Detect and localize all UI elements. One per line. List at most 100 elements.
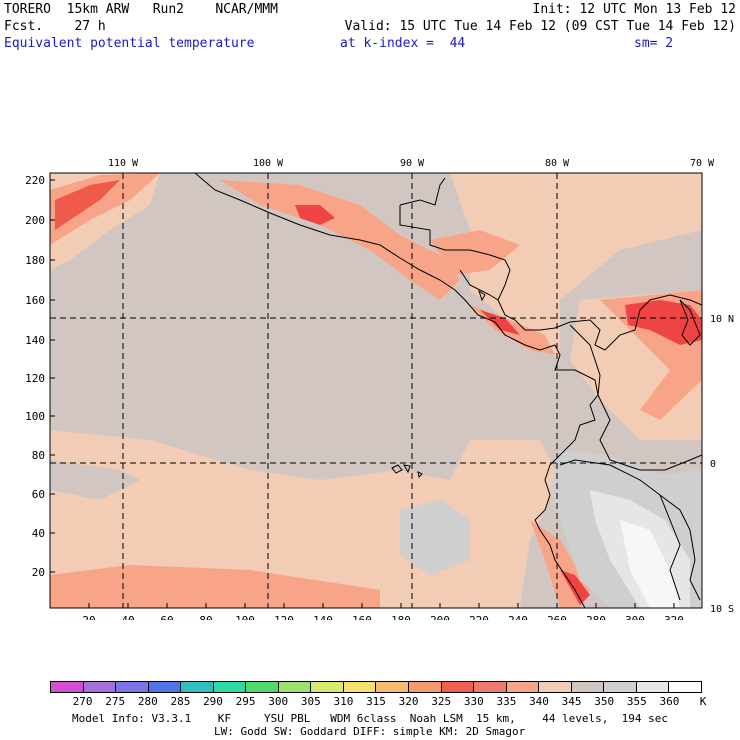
colorbar-label: 335 <box>496 695 517 708</box>
x-tick-label: 220 <box>469 614 489 620</box>
lat-label-10s: 10 S <box>710 604 734 615</box>
graticule <box>50 173 702 608</box>
lon-label-100w: 100 W <box>253 158 284 169</box>
colorbar-swatch <box>83 682 117 692</box>
lon-label-90w: 90 W <box>400 158 425 169</box>
y-tick-label: 140 <box>25 334 45 347</box>
x-tick-label: 300 <box>625 614 645 620</box>
y-tick-label: 220 <box>25 174 45 187</box>
colorbar-swatch <box>148 682 182 692</box>
field-andes-white <box>620 520 680 608</box>
colorbar-label: 340 <box>529 695 549 708</box>
colorbar-swatch <box>311 682 344 692</box>
colorbar-swatch <box>636 682 670 692</box>
y-tick-label: 80 <box>32 449 45 462</box>
x-tick-label: 240 <box>508 614 528 620</box>
field-nw-red <box>55 180 120 230</box>
x-tick-label: 280 <box>586 614 606 620</box>
colorbar-swatch <box>278 682 312 692</box>
y-tick-label: 200 <box>25 214 45 227</box>
colorbar-label: 285 <box>170 695 191 708</box>
field-mexico-coast-salmon <box>220 180 460 300</box>
y-tick-label: 120 <box>25 372 45 385</box>
theta-e-field <box>50 173 702 608</box>
colorbar-label: 300 <box>268 695 289 708</box>
caribbean-coast-colombia <box>604 294 702 351</box>
guatemala-border <box>399 205 446 251</box>
x-tick-label: 120 <box>274 614 294 620</box>
colorbar-swatch <box>506 682 540 692</box>
y-tick-label: 160 <box>25 294 45 307</box>
field-mexico-red <box>295 205 335 225</box>
colorbar-swatch <box>409 682 442 692</box>
colorbar-swatch <box>213 682 247 692</box>
pacific-coast-central-america <box>194 173 556 351</box>
colorbar-swatch <box>116 682 149 692</box>
field-south-patch <box>50 460 140 500</box>
lat-label-10n: 10 N <box>710 314 734 325</box>
lake-maracaibo <box>679 299 701 346</box>
smoothing-info: sm= 2 <box>634 36 674 51</box>
x-tick-label: 320 <box>664 614 684 620</box>
field-costarica-red <box>480 310 520 335</box>
colorbar-label: 275 <box>105 695 126 708</box>
x-tick-label: 80 <box>199 614 212 620</box>
colorbar-label: 320 <box>398 695 419 708</box>
colorbar-label: 330 <box>463 695 484 708</box>
lon-label-70w: 70 W <box>690 158 715 169</box>
colorbar-unit: K <box>699 695 707 708</box>
x-tick-label: 40 <box>121 614 134 620</box>
nicaragua-border <box>459 269 499 301</box>
colorbar-swatch <box>539 682 572 692</box>
field-south-salmon <box>50 565 380 608</box>
y-tick-label: 100 <box>25 410 45 423</box>
colorbar-swatch <box>441 682 475 692</box>
tick-marks <box>50 179 675 608</box>
colorbar-label: 295 <box>235 695 256 708</box>
y-tick-label: 20 <box>32 566 45 579</box>
galapagos-island-1 <box>391 464 403 474</box>
header-init-time: Init: 12 UTC Mon 13 Feb 12 <box>532 2 737 17</box>
colorbar-swatch <box>474 682 507 692</box>
header-valid-time: Valid: 15 UTC Tue 14 Feb 12 (09 CST Tue … <box>344 19 736 34</box>
x-tick-label: 200 <box>430 614 450 620</box>
header-forecast-hour: Fcst. 27 h <box>4 19 106 34</box>
field-guatemala-salmon <box>430 230 520 275</box>
colorbar-label: 305 <box>300 695 321 708</box>
colorbar-label: 350 <box>594 695 615 708</box>
plot-frame <box>49 172 703 609</box>
colorbar-swatch <box>51 682 84 692</box>
lon-label-80w: 80 W <box>545 158 570 169</box>
x-tick-label: 140 <box>313 614 333 620</box>
y-tick-label: 40 <box>32 527 45 540</box>
x-tick-label: 180 <box>391 614 411 620</box>
x-tick-label: 100 <box>235 614 255 620</box>
field-name: Equivalent potential temperature <box>4 36 255 51</box>
yucatan-coast <box>399 177 446 206</box>
colorbar-label: 315 <box>366 695 386 708</box>
lake-nicaragua <box>478 289 486 302</box>
colorbar-swatch <box>376 682 410 692</box>
header-model-run: TORERO 15km ARW Run2 NCAR/MMM <box>4 2 278 17</box>
colorbar-label: 270 <box>72 695 93 708</box>
colorbar-label: 355 <box>626 695 647 708</box>
colorbar-swatch <box>181 682 214 692</box>
colorbar-label: 310 <box>333 695 354 708</box>
colorbar-label: 360 <box>659 695 680 708</box>
field-north-light <box>160 173 702 360</box>
x-tick-label: 160 <box>352 614 372 620</box>
map-panel: 110 W 100 W 90 W 80 W 70 W 10 N 0 10 S 2… <box>25 158 734 620</box>
model-info-line1: Model Info: V3.3.1 KF YSU PBL WDM 6class… <box>72 712 669 725</box>
colorbar-swatch <box>604 682 637 692</box>
lat-label-0: 0 <box>710 459 716 470</box>
level-index: at k-index = 44 <box>340 36 466 51</box>
model-info-line2: LW: Godd SW: Goddard DIFF: simple KM: 2D… <box>214 725 526 738</box>
lon-label-110w: 110 W <box>108 158 139 169</box>
colorbar-label: 345 <box>561 695 582 708</box>
x-tick-label: 20 <box>82 614 95 620</box>
colorbar-swatch <box>246 682 279 692</box>
colorbar-swatch <box>571 682 605 692</box>
peru-border <box>659 494 681 601</box>
galapagos-island-3 <box>417 471 423 479</box>
colorbar-label: 280 <box>137 695 158 708</box>
